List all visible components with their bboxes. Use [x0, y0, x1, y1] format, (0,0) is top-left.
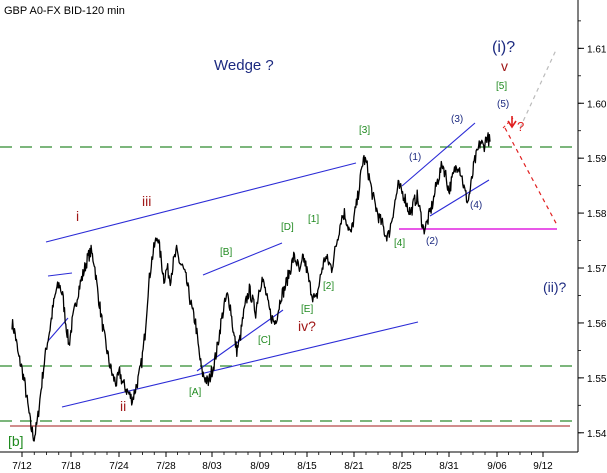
wave-top-i-label: (i)?: [492, 39, 515, 56]
y-tick-label-3: 1.57: [587, 264, 607, 275]
y-tick-label-7: 1.61: [587, 44, 607, 55]
wave-3-label: [3]: [359, 125, 370, 136]
x-tick-label-0: 7/12: [12, 461, 32, 472]
wedge-label: Wedge ?: [214, 57, 274, 74]
x-tick-label-9: 8/31: [439, 461, 459, 472]
wave-E-label: [E]: [301, 304, 313, 315]
forecast-down-arrow: [507, 116, 517, 129]
wave-p4-label: (4): [470, 200, 482, 211]
wave-top-ii-label: (ii)?: [543, 279, 567, 295]
y-tick-label-2: 1.56: [587, 319, 607, 330]
axis-ticks: 1.54 1.55 1.56 1.57 1.58 1.59 1.60 1.61 7/12 7/18…: [12, 20, 607, 472]
x-tick-label-10: 9/06: [487, 461, 507, 472]
x-tick-label-3: 7/28: [156, 461, 176, 472]
wave-ii-label: ii: [120, 398, 126, 414]
x-tick-label-4: 8/03: [202, 461, 222, 472]
price-line: [11, 132, 491, 442]
forecast-red-down: [504, 127, 558, 226]
y-tick-label-0: 1.54: [587, 429, 607, 440]
wave-p1-label: (1): [409, 152, 421, 163]
wave-p2-label: (2): [426, 236, 438, 247]
wave-2-label: [2]: [323, 281, 334, 292]
wave-i-label: i: [76, 208, 79, 224]
y-tick-label-1: 1.55: [587, 374, 607, 385]
y-tick-label-4: 1.58: [587, 209, 607, 220]
wave-5-label: [5]: [496, 81, 507, 92]
x-tick-label-11: 9/12: [533, 461, 553, 472]
chart-axes: [0, 0, 579, 453]
x-tick-label-2: 7/24: [109, 461, 129, 472]
x-tick-label-5: 8/09: [250, 461, 270, 472]
wedge-lower-line: [61, 321, 419, 408]
forecast-grey-up: [519, 49, 557, 129]
wedge-upper-line: [45, 162, 357, 243]
wave-A-label: [A]: [189, 387, 201, 398]
wave-iii-label: iii: [142, 193, 151, 209]
y-tick-label-6: 1.60: [587, 99, 607, 110]
price-series: [11, 132, 491, 442]
wave-B-label: [B]: [220, 247, 232, 258]
x-tick-label-6: 8/15: [297, 461, 317, 472]
wave-top-v-label: v: [501, 58, 508, 74]
wave-C-label: [C]: [258, 335, 271, 346]
channel-p-upper: [401, 122, 476, 187]
forecast-paths: [502, 49, 558, 226]
wave-iv-label: iv?: [298, 318, 316, 334]
wave-b-label: [b]: [8, 433, 24, 449]
wave-labels: Wedge ?[b]iiiiiiiv?[A][B][C][D][E][1][2]…: [8, 39, 567, 449]
y-tick-label-5: 1.59: [587, 154, 607, 165]
channel-i-top: [47, 272, 73, 277]
x-tick-label-1: 7/18: [61, 461, 81, 472]
x-tick-label-8: 8/25: [392, 461, 412, 472]
wave-p3-label: (3): [451, 114, 463, 125]
chart-title: GBP A0-FX BID-120 min: [4, 5, 125, 17]
channel-abc-upper: [202, 242, 283, 276]
wave-p5-label: (5): [497, 99, 509, 110]
forecast-red-hook: [502, 117, 514, 129]
wave-1-label: [1]: [308, 214, 319, 225]
channel-p-lower: [429, 179, 490, 217]
forecast-question-label: ?: [517, 119, 524, 134]
wave-D-label: [D]: [281, 222, 294, 233]
channel-abc-lower: [196, 309, 284, 372]
wave-4-label: [4]: [394, 238, 405, 249]
trend-lines: [45, 122, 490, 408]
x-tick-label-7: 8/21: [344, 461, 364, 472]
